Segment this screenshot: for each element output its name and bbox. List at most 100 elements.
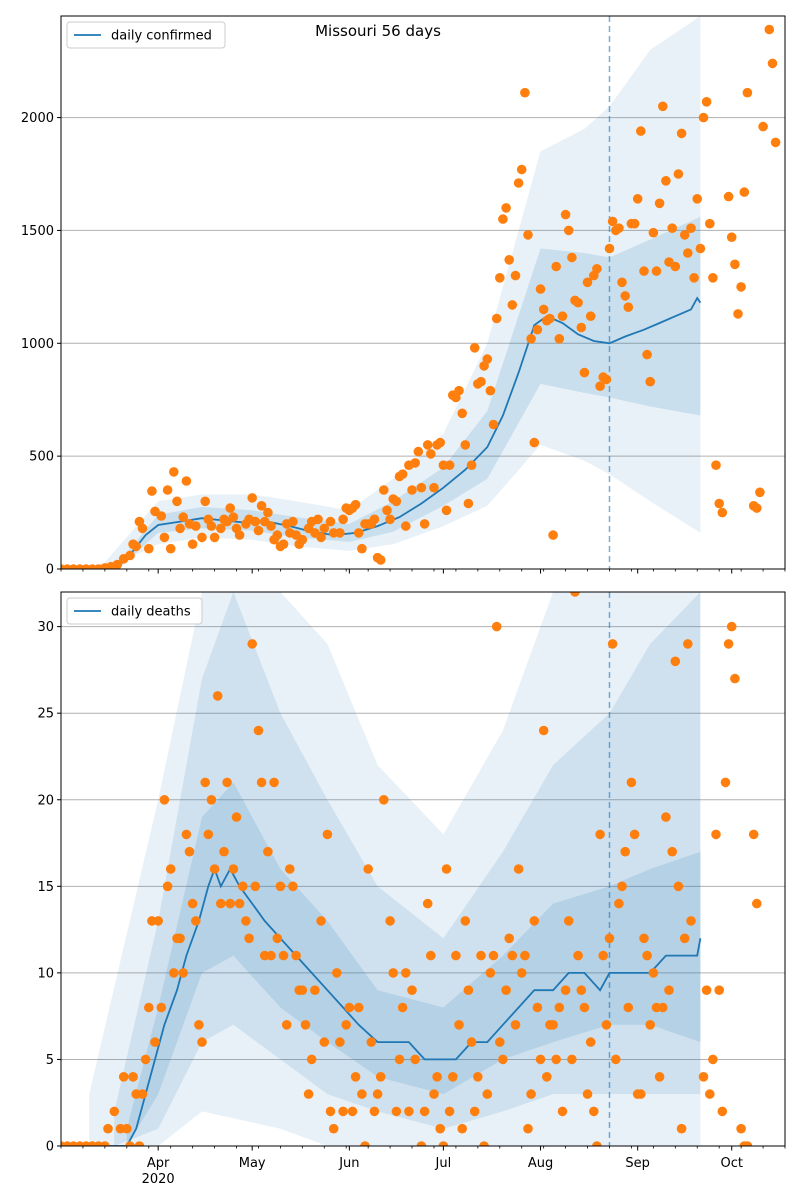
x-tick-label: Oct — [720, 1156, 742, 1171]
data-point — [256, 501, 267, 511]
data-point — [404, 1106, 414, 1117]
data-point — [131, 541, 141, 552]
data-point — [366, 1037, 377, 1047]
data-point — [473, 1072, 483, 1082]
data-point — [137, 523, 148, 534]
data-point — [278, 539, 289, 549]
data-point — [516, 968, 527, 978]
data-point — [645, 1020, 655, 1030]
data-point — [579, 367, 590, 378]
data-point — [159, 795, 170, 805]
data-point — [701, 985, 712, 995]
data-point — [767, 58, 778, 69]
data-point — [504, 933, 514, 944]
data-point — [122, 1123, 132, 1134]
data-point — [432, 1072, 442, 1082]
data-point — [413, 446, 424, 457]
data-point — [617, 277, 627, 288]
data-point — [335, 1037, 345, 1047]
data-point — [419, 1106, 430, 1117]
data-point — [150, 1037, 160, 1047]
y-tick-label: 30 — [37, 620, 54, 635]
data-point — [134, 1141, 145, 1146]
data-point — [529, 437, 540, 448]
data-point — [200, 777, 210, 788]
data-point — [435, 437, 446, 448]
data-point — [397, 1002, 408, 1013]
data-point — [554, 334, 565, 344]
y-tick-label: 0 — [46, 563, 54, 578]
data-point — [520, 87, 530, 98]
x-tick-label: Jun — [338, 1156, 359, 1171]
data-point — [670, 656, 681, 667]
data-point — [172, 496, 182, 507]
data-point — [253, 725, 264, 736]
data-point — [216, 523, 226, 534]
data-point — [162, 881, 173, 892]
data-point — [316, 532, 326, 543]
data-point — [441, 505, 452, 516]
data-point — [510, 270, 521, 281]
data-point — [369, 1106, 380, 1117]
data-point — [250, 516, 261, 527]
data-point — [723, 191, 734, 202]
data-point — [388, 968, 399, 978]
data-point — [178, 512, 188, 522]
data-point — [582, 277, 593, 288]
data-point — [570, 592, 580, 597]
data-point — [752, 898, 762, 909]
data-point — [234, 898, 245, 909]
data-point — [614, 223, 624, 233]
data-point — [726, 232, 737, 242]
data-point — [516, 164, 527, 175]
data-point — [567, 252, 577, 263]
data-point — [281, 1020, 292, 1030]
data-point — [197, 532, 207, 543]
data-point — [363, 864, 374, 874]
data-point — [156, 511, 167, 521]
data-point — [416, 1141, 427, 1146]
data-point — [441, 864, 452, 874]
data-point — [579, 1002, 590, 1013]
data-point — [463, 985, 474, 995]
y-tick-label: 1000 — [21, 337, 54, 352]
data-point — [109, 1106, 120, 1117]
data-point — [739, 187, 750, 197]
data-point — [228, 864, 239, 874]
data-point — [175, 523, 185, 534]
data-point — [736, 282, 746, 292]
data-point — [676, 128, 687, 139]
data-point — [291, 950, 301, 961]
data-point — [338, 514, 348, 525]
axes-frame — [60, 15, 786, 570]
y-tick-label: 1500 — [21, 224, 54, 239]
x-tick-label: Apr — [147, 1156, 170, 1171]
data-point — [532, 1002, 543, 1013]
data-point — [705, 218, 715, 229]
data-point — [648, 968, 659, 978]
data-point — [263, 507, 273, 518]
data-point — [466, 1037, 477, 1047]
data-point — [137, 1089, 148, 1099]
data-point — [338, 1106, 348, 1117]
data-point — [422, 898, 433, 909]
data-point — [234, 530, 245, 540]
data-point — [582, 1089, 593, 1099]
data-point — [495, 1037, 505, 1047]
data-point — [498, 1054, 508, 1065]
data-point — [310, 985, 320, 995]
data-point — [491, 621, 502, 632]
data-point — [636, 1089, 646, 1099]
data-point — [560, 985, 571, 995]
data-point — [375, 555, 386, 565]
data-point — [165, 864, 176, 874]
data-point — [125, 550, 135, 561]
y-tick-label: 25 — [37, 707, 54, 722]
data-point — [563, 916, 574, 926]
data-point — [551, 1054, 561, 1065]
data-point — [187, 898, 198, 909]
data-point — [523, 230, 533, 240]
data-point — [460, 916, 471, 926]
data-point — [748, 829, 759, 840]
data-point — [419, 519, 430, 529]
